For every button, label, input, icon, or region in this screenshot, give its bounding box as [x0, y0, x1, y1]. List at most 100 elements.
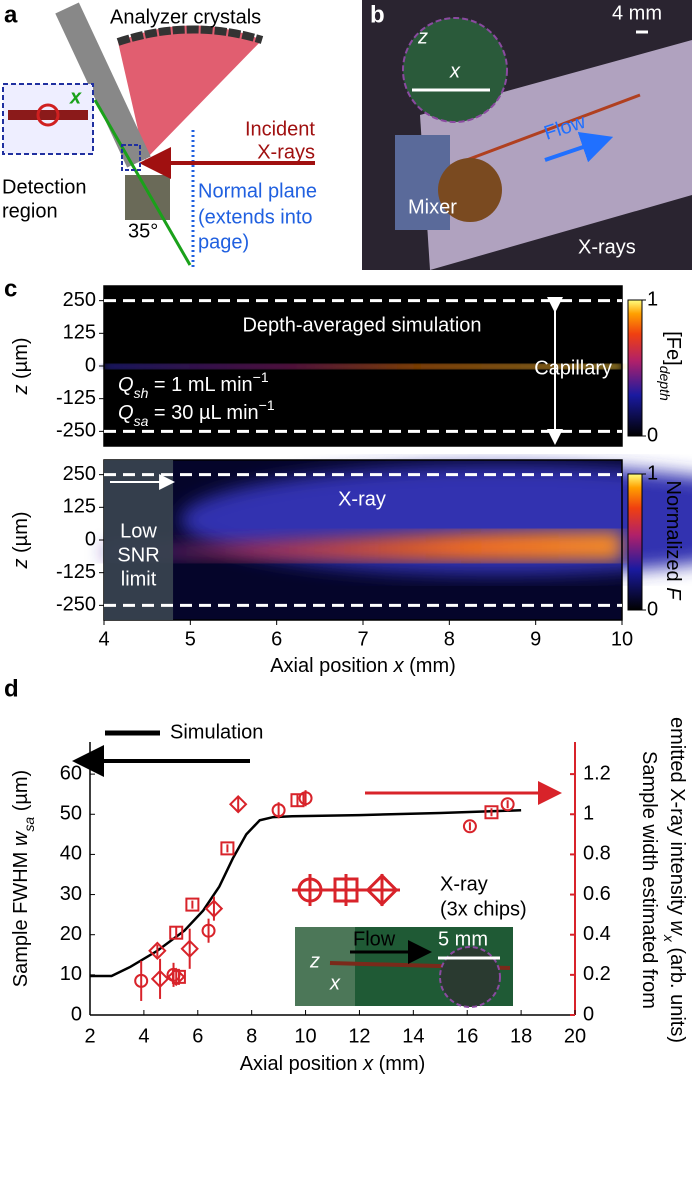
heatmap-band — [104, 364, 622, 369]
text-part: −1 — [253, 369, 269, 385]
text-part: Axial position — [270, 655, 393, 677]
marker — [220, 841, 235, 856]
y-tick-label: -125 — [56, 561, 96, 583]
marker — [484, 805, 499, 820]
x-tick-label: 2 — [84, 1025, 95, 1047]
text-part: (µm) — [10, 337, 32, 384]
fitting — [438, 158, 502, 222]
snr-label: limit — [121, 568, 157, 590]
colorbar-label: [Fe]depth — [657, 331, 683, 401]
flow-arrow — [544, 131, 614, 163]
marker — [298, 791, 313, 806]
x-axis-label: Axial position x (mm) — [270, 655, 456, 677]
text-part: (µm) — [10, 511, 32, 558]
flow-rate: Qsh = 1 mL min−1 — [118, 369, 269, 401]
legend-marker — [365, 873, 399, 907]
detection-zoom — [121, 144, 141, 171]
marker — [134, 973, 149, 988]
text-part: (arb. units) — [666, 942, 688, 1043]
line — [90, 809, 522, 978]
text-part: (mm) — [373, 1053, 425, 1075]
y2-tick-label: 0.4 — [583, 923, 611, 945]
colorbar-tick-label: 1 — [647, 462, 658, 484]
incident-label: X-rays — [257, 141, 315, 163]
text-part: −1 — [259, 397, 275, 413]
marker — [180, 939, 199, 958]
y2-tick-label: 1.2 — [583, 762, 611, 784]
inset-flow: Flow — [353, 928, 396, 950]
angle-label: 35° — [128, 220, 158, 242]
text-part: F — [662, 587, 684, 601]
text-part: Axial position — [240, 1053, 363, 1075]
panel-b: b 4 mm z x Flow Mixer X-rays — [362, 0, 692, 270]
marker — [228, 795, 248, 814]
y2-tick-label: 0.2 — [583, 963, 611, 985]
text-part: x — [393, 655, 405, 677]
y-tick-label: -250 — [56, 420, 96, 442]
y-tick-label: 50 — [60, 803, 82, 825]
capillary-axis — [93, 99, 192, 266]
legend-label: X-ray — [440, 873, 488, 895]
panel-a: a Analyzer crystals Incident X-rays x De… — [2, 1, 317, 268]
legend-label: (3x chips) — [440, 898, 527, 920]
y2-tick-label: 1 — [583, 803, 594, 825]
colorbar-tick-label: 0 — [647, 424, 658, 446]
y-tick-label: 20 — [60, 923, 82, 945]
incident-label: Incident — [245, 118, 315, 140]
colorbar — [627, 473, 643, 611]
y-tick-label: -125 — [56, 387, 96, 409]
axis-label: x — [449, 60, 461, 82]
x-tick-label: 14 — [402, 1025, 424, 1047]
normal-plane-label: (extends into — [198, 206, 313, 228]
marker — [169, 925, 184, 940]
text-part: z — [10, 385, 32, 396]
text-part: Q — [118, 374, 134, 396]
y-tick-label: 125 — [63, 496, 96, 518]
text-part: emitted X-ray intensity — [666, 717, 688, 920]
y-axis-label: Sample FWHM wsa (µm) — [10, 770, 36, 987]
marker — [290, 793, 305, 808]
mixer — [125, 175, 170, 220]
detection-beam — [8, 110, 88, 120]
colorbar — [627, 299, 643, 437]
legend-label: Simulation — [170, 721, 263, 743]
text-part: w — [666, 920, 688, 936]
mixer-label: Mixer — [408, 196, 457, 218]
text-part: sa — [21, 817, 37, 832]
colorbar-tick-label: 0 — [647, 598, 658, 620]
text-part: z — [10, 559, 32, 570]
marker — [150, 969, 170, 989]
text-part: sa — [134, 413, 149, 429]
x-tick-label: 9 — [530, 628, 541, 650]
text-part: [Fe] — [662, 331, 684, 365]
x-tick-label: 6 — [271, 628, 282, 650]
normal-plane-label: page) — [198, 231, 249, 253]
x-tick-label: 10 — [611, 628, 633, 650]
heatmap-image — [104, 286, 692, 620]
x-tick-label: 6 — [192, 1025, 203, 1047]
text-part: Sample FWHM — [10, 846, 32, 987]
y2-axis-label: emitted X-ray intensity wx (arb. units) — [661, 717, 687, 1043]
legend-marker — [297, 877, 323, 903]
y-tick-label: 60 — [60, 762, 82, 784]
axis-label: x — [69, 86, 82, 108]
annotation: X-ray — [338, 488, 386, 510]
panel-label: a — [4, 1, 18, 28]
photo-zoom — [402, 17, 508, 123]
y-axis-label: z (µm) — [10, 511, 32, 569]
y-tick-label: 30 — [60, 883, 82, 905]
inset-scale: 5 mm — [438, 928, 488, 950]
marker — [462, 819, 477, 834]
x-tick-label: 18 — [510, 1025, 532, 1047]
text-part: depth — [657, 366, 673, 401]
marker — [148, 941, 167, 960]
x-tick-label: 20 — [564, 1025, 586, 1047]
capillary-label: Capillary — [534, 357, 612, 379]
y-tick-label: 40 — [60, 843, 82, 865]
marker — [167, 967, 186, 987]
heatmap-band — [104, 531, 622, 561]
text-part: Sample width estimated from — [638, 751, 660, 1009]
x-tick-label: 7 — [357, 628, 368, 650]
analyzer-label: Analyzer crystals — [110, 6, 261, 28]
